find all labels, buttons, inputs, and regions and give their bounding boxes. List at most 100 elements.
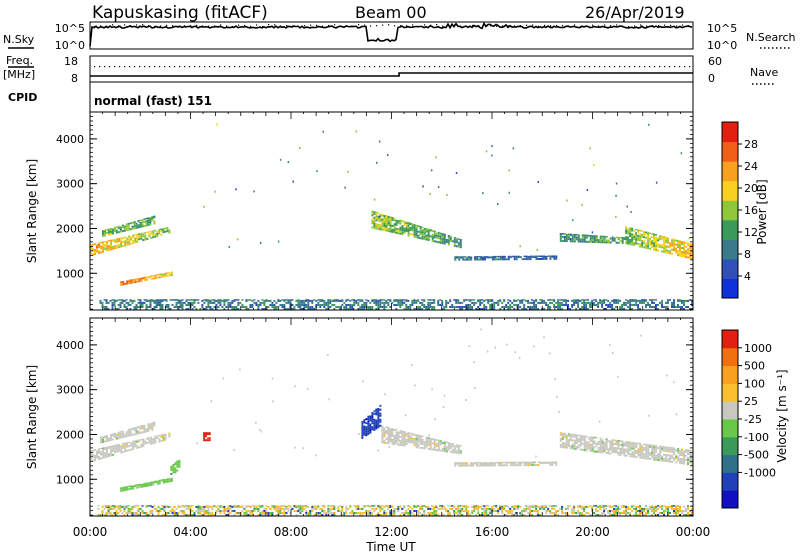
echo-cell [559, 437, 562, 440]
echo-cell [383, 223, 386, 226]
echo-cell [109, 231, 112, 233]
echo-cell [373, 426, 376, 429]
echo-cell [437, 231, 440, 234]
echo-cell [655, 243, 658, 245]
echo-cell [661, 238, 664, 241]
echo-cell [373, 510, 376, 512]
echo-cell [437, 441, 440, 444]
echo-cell [127, 507, 130, 510]
echo-cell [327, 512, 330, 514]
echo-cell [164, 481, 167, 484]
echo-cell [399, 299, 402, 302]
echo-cell [253, 507, 256, 510]
echo-cell [533, 301, 536, 304]
echo-cell [299, 308, 302, 310]
echo-cell [533, 464, 536, 466]
nave-dot [439, 66, 441, 68]
echo-cell [205, 510, 208, 512]
nsearch-dot [568, 25, 570, 27]
echo-cell [385, 301, 388, 304]
echo-cell [429, 512, 432, 514]
echo-cell [455, 444, 458, 446]
echo-cell [152, 438, 155, 441]
echo-cell [471, 306, 474, 308]
echo-cell [475, 505, 478, 507]
echo-cell [601, 505, 604, 507]
nave-dot [219, 66, 221, 68]
echo-cell [265, 505, 268, 507]
echo-cell [513, 299, 516, 301]
echo-cell [351, 510, 354, 512]
echo-cell [605, 308, 608, 310]
echo-cell [156, 231, 159, 233]
echo-cell [377, 514, 380, 516]
echo-cell [241, 505, 244, 508]
nsearch-dot [280, 25, 282, 27]
echo-cell [137, 224, 140, 227]
echo-cell [633, 455, 636, 458]
power-ylabel: Slant Range [km] [25, 159, 39, 263]
echo-cell [499, 299, 502, 301]
echo-cell [156, 435, 159, 437]
echo-cell [155, 299, 158, 301]
echo-cell [107, 229, 110, 232]
nave-dot [359, 66, 361, 68]
echo-cell [345, 304, 348, 306]
echo-cell [317, 505, 320, 508]
echo-cell [399, 441, 402, 444]
echo-cell [153, 222, 156, 225]
echo-cell [361, 428, 364, 431]
echo-cell [429, 299, 432, 301]
echo-cell [683, 299, 685, 302]
echo-cell [327, 299, 330, 302]
echo-cell [569, 445, 572, 448]
nsearch-dot [388, 24, 390, 26]
echo-cell [142, 277, 145, 279]
echo-cell [385, 227, 388, 230]
echo-cell [485, 299, 488, 301]
echo-cell [379, 299, 382, 302]
echo-cell [205, 299, 208, 301]
echo-cell [379, 505, 382, 508]
echo-cell [549, 301, 552, 304]
y-tick-label: 4000 [56, 339, 84, 352]
echo-cell [509, 299, 512, 302]
echo-cell [423, 234, 426, 237]
echo-cell [489, 512, 492, 514]
echo-cell [431, 438, 434, 440]
echo-cell [569, 439, 572, 442]
echo-cell [251, 512, 254, 514]
echo-cell [119, 510, 122, 512]
nsearch-dot [496, 25, 498, 27]
echo-cell [573, 507, 576, 510]
echo-cell [389, 216, 392, 219]
echo-cell [611, 308, 614, 310]
echo-cell [144, 238, 147, 241]
echo-cell [124, 442, 127, 445]
echo-cell [639, 299, 641, 302]
echo-cell [663, 453, 666, 456]
echo-cell [377, 426, 380, 429]
echo-cell [455, 241, 458, 244]
echo-cell [281, 512, 284, 514]
echo-cell [454, 462, 457, 464]
echo-cell [572, 219, 574, 222]
echo-cell [427, 306, 430, 308]
echo-cell [451, 445, 454, 448]
echo-cell [225, 306, 228, 308]
echo-cell [635, 456, 638, 459]
echo-cell [295, 514, 298, 516]
echo-cell [126, 282, 129, 285]
echo-cell [277, 306, 280, 308]
echo-cell [119, 507, 122, 510]
echo-cell [116, 448, 119, 451]
echo-cell [160, 479, 163, 481]
echo-cell [158, 479, 161, 482]
echo-cell [571, 234, 574, 237]
echo-cell [160, 233, 163, 236]
echo-cell [94, 253, 96, 256]
echo-cell [158, 440, 161, 443]
echo-cell [138, 238, 141, 241]
echo-cell [685, 510, 687, 512]
